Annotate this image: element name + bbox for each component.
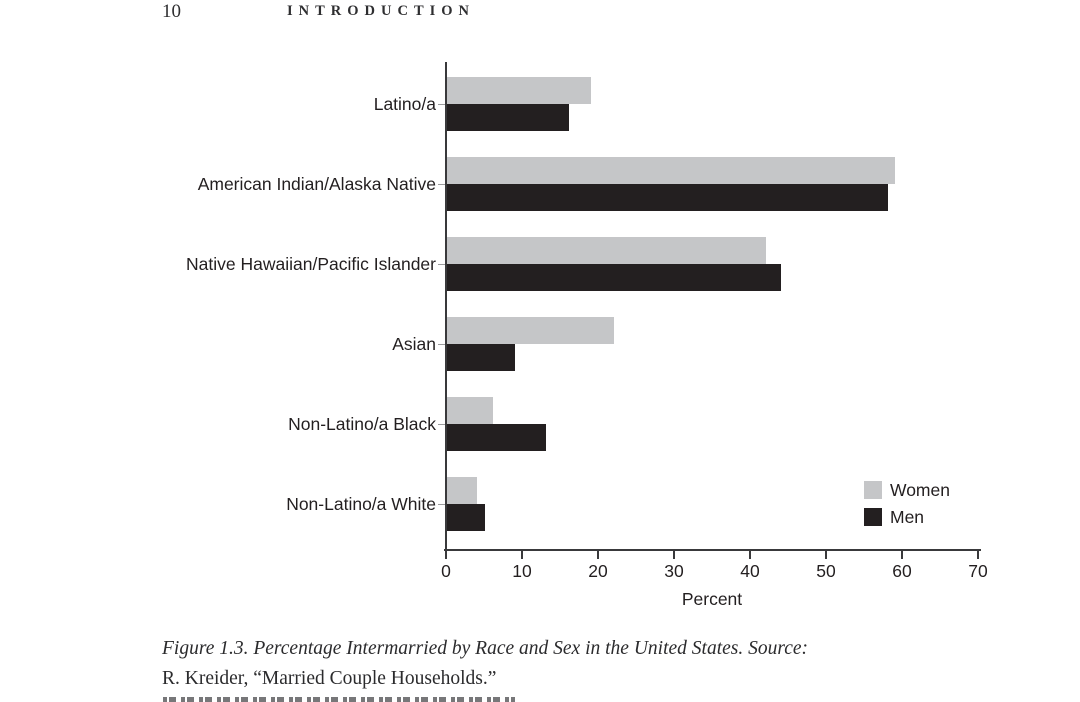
- bar-men-4: [447, 344, 515, 371]
- x-axis-tick: [825, 551, 827, 559]
- category-label: Asian: [392, 334, 436, 354]
- category-label: Latino/a: [373, 94, 436, 114]
- bar-men-6: [447, 504, 485, 531]
- bar-men-5: [447, 424, 546, 451]
- x-axis-tick-label: 60: [892, 561, 912, 581]
- clipped-text-line: [163, 697, 515, 702]
- y-axis-group-tick: [438, 264, 445, 265]
- x-axis-tick-label: 40: [740, 561, 760, 581]
- bar-women-6: [447, 477, 477, 504]
- y-axis-group-tick: [438, 504, 445, 505]
- bar-women-3: [447, 237, 766, 264]
- x-axis-tick-label: 30: [664, 561, 684, 581]
- running-head: INTRODUCTION: [287, 3, 476, 19]
- bar-men-1: [447, 104, 569, 131]
- x-axis-tick-label: 0: [441, 561, 451, 581]
- x-axis-tick: [597, 551, 599, 559]
- x-axis-title: Percent: [681, 589, 743, 609]
- x-axis-tick-label: 70: [968, 561, 988, 581]
- x-axis-tick-label: 10: [512, 561, 532, 581]
- bar-women-2: [447, 157, 895, 184]
- bar-men-2: [447, 184, 888, 211]
- figure-caption-line1: Figure 1.3. Percentage Intermarried by R…: [162, 638, 809, 659]
- y-axis-group-tick: [438, 424, 445, 425]
- x-axis-line: [444, 549, 981, 551]
- y-axis-group-tick: [438, 104, 445, 105]
- bar-women-5: [447, 397, 493, 424]
- x-axis-tick-label: 20: [588, 561, 608, 581]
- legend-label-men: Men: [890, 507, 925, 527]
- x-axis-tick: [521, 551, 523, 559]
- y-axis-line: [445, 62, 447, 558]
- intermarriage-bar-chart: 0 10 20 30 40 50 60 70 Percent Latino/a American I…: [186, 62, 988, 609]
- legend-swatch-women: [864, 481, 882, 499]
- category-label: Non-Latino/a Black: [288, 414, 436, 434]
- x-axis-tick-label: 50: [816, 561, 836, 581]
- page-number: 10: [162, 1, 181, 22]
- x-axis-tick: [901, 551, 903, 559]
- chart-legend: Women Men: [864, 481, 950, 535]
- legend-label-women: Women: [890, 480, 950, 500]
- bar-women-4: [447, 317, 614, 344]
- figure-caption: Figure 1.3. Percentage Intermarried by R…: [162, 634, 922, 694]
- y-axis-group-tick: [438, 344, 445, 345]
- x-axis-tick: [749, 551, 751, 559]
- figure-caption-line2: R. Kreider, “Married Couple Households.”: [162, 668, 497, 689]
- bar-men-3: [447, 264, 781, 291]
- category-label: Native Hawaiian/Pacific Islander: [186, 254, 436, 274]
- x-axis-tick: [445, 551, 447, 559]
- y-axis-group-tick: [438, 184, 445, 185]
- x-axis-tick: [977, 551, 979, 559]
- category-label: American Indian/Alaska Native: [197, 174, 436, 194]
- bar-women-1: [447, 77, 591, 104]
- category-label: Non-Latino/a White: [286, 494, 436, 514]
- legend-swatch-men: [864, 508, 882, 526]
- legend-row-men: Men: [864, 508, 950, 526]
- legend-row-women: Women: [864, 481, 950, 499]
- x-axis-tick: [673, 551, 675, 559]
